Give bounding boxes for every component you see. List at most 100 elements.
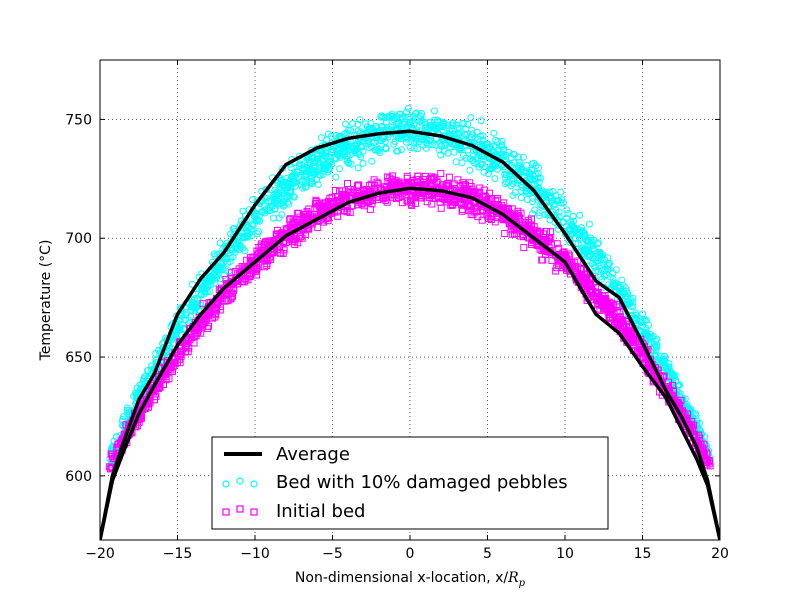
legend-box [211, 436, 609, 530]
damaged-bed-point [412, 134, 420, 142]
damaged-bed-point [549, 201, 557, 209]
initial-bed-point [336, 196, 344, 204]
initial-bed-point [478, 216, 486, 224]
initial-bed-point [162, 376, 170, 384]
damaged-bed-point [460, 119, 468, 127]
initial-bed-point [437, 170, 445, 177]
initial-bed-point [471, 208, 479, 216]
damaged-bed-point [398, 146, 405, 154]
initial-bed-point [483, 212, 491, 220]
initial-bed-point [267, 255, 275, 263]
initial-bed-point [443, 194, 451, 202]
damaged-bed-point [216, 239, 224, 247]
initial-bed-point [344, 180, 351, 187]
damaged-bed-point [356, 116, 364, 124]
damaged-bed-point [280, 192, 288, 200]
initial-bed-point [108, 452, 116, 460]
damaged-bed-point [227, 230, 234, 238]
damaged-bed-point [464, 146, 472, 154]
initial-bed-point [320, 205, 328, 213]
damaged-bed-point [435, 146, 443, 154]
axis-ticks: −20 −15 −10 −5 0 5 10 15 20 600 650 700 750 [65, 60, 729, 562]
damaged-bed-point [528, 166, 535, 174]
initial-bed-point [560, 257, 568, 265]
initial-bed-point [212, 305, 220, 313]
damaged-bed-point [404, 104, 412, 112]
damaged-bed-point [563, 206, 571, 214]
damaged-bed-point [407, 144, 415, 152]
damaged-bed-point [622, 295, 629, 303]
damaged-bed-point [355, 151, 363, 158]
damaged-bed-point [594, 239, 602, 247]
damaged-bed-point [487, 144, 494, 152]
initial-bed-point [588, 288, 596, 295]
initial-bed-point [605, 302, 613, 310]
damaged-bed-point [586, 252, 594, 260]
damaged-bed-point [494, 138, 502, 145]
damaged-bed-point [480, 168, 488, 176]
initial-bed-point [447, 201, 455, 209]
damaged-bed-point [610, 280, 618, 288]
damaged-bed-point [393, 147, 401, 155]
damaged-bed-point [234, 238, 242, 246]
damaged-bed-point [299, 165, 307, 173]
damaged-bed-point [444, 149, 452, 157]
damaged-bed-point [585, 220, 593, 228]
damaged-bed-point [466, 166, 474, 174]
damaged-bed-point [518, 183, 526, 191]
damaged-bed-point [368, 157, 376, 165]
damaged-bed-point [367, 125, 375, 133]
initial-bed-point [606, 314, 614, 322]
initial-bed-point [286, 215, 294, 223]
x-tick-label: 15 [634, 546, 652, 562]
initial-bed-point [626, 336, 634, 344]
damaged-bed-point [298, 178, 306, 186]
initial-bed-point [334, 193, 341, 200]
damaged-bed-point [304, 154, 311, 162]
damaged-bed-point [517, 194, 525, 202]
damaged-bed-point [341, 130, 349, 138]
damaged-bed-point [477, 132, 484, 140]
damaged-bed-point [359, 159, 367, 167]
initial-bed-point [107, 450, 115, 458]
damaged-bed-point [419, 136, 427, 144]
initial-bed-point [504, 204, 512, 212]
initial-bed-point [467, 207, 475, 215]
initial-bed-point [291, 241, 299, 249]
initial-bed-point [227, 269, 235, 277]
damaged-bed-point [612, 266, 620, 274]
damaged-bed-point [622, 292, 630, 300]
damaged-bed-point [457, 145, 465, 153]
initial-bed-point [171, 355, 179, 363]
initial-bed-point [403, 179, 411, 187]
initial-bed-point [526, 222, 534, 230]
initial-bed-point [273, 230, 281, 238]
damaged-bed-point [528, 160, 536, 168]
damaged-bed-point [587, 236, 595, 244]
damaged-bed-point [421, 121, 429, 128]
damaged-bed-point [352, 141, 359, 149]
x-axis-label-text: Non-dimensional x-location, x/ [295, 570, 508, 586]
legend-average-label: Average [276, 444, 350, 465]
initial-bed-point [398, 199, 406, 207]
initial-bed-point [546, 247, 554, 255]
initial-bed-point [190, 339, 198, 347]
damaged-bed-point [502, 151, 510, 159]
initial-bed-point [360, 202, 368, 210]
initial-bed-point [501, 230, 509, 237]
initial-bed-point [458, 207, 466, 215]
initial-bed-point [555, 244, 563, 252]
damaged-bed-point [564, 210, 572, 217]
damaged-bed-point [326, 158, 334, 166]
damaged-bed-point [458, 159, 466, 167]
damaged-bed-point [469, 130, 476, 138]
initial-bed-point [341, 192, 349, 200]
damaged-bed-point [516, 159, 523, 167]
damaged-bed-point [414, 145, 422, 153]
damaged-bed-point [342, 120, 349, 128]
damaged-bed-point [349, 120, 357, 127]
damaged-bed-point [211, 252, 219, 260]
damaged-bed-point [305, 156, 313, 164]
x-tick-label: 0 [406, 546, 415, 562]
initial-bed-point [481, 193, 489, 201]
